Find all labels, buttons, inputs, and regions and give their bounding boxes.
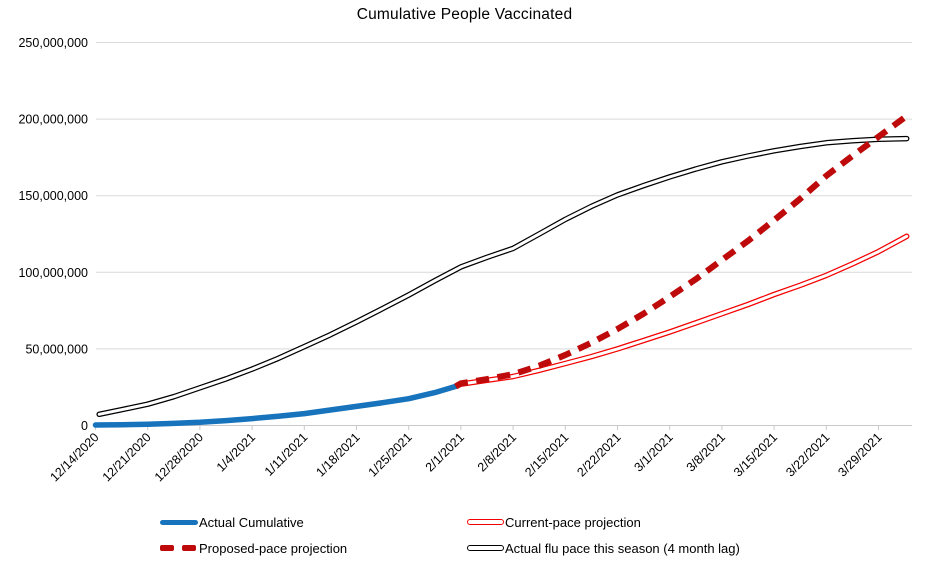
thick-blue-line-icon [160, 519, 198, 525]
x-axis-tick-label: 3/22/2021 [783, 430, 832, 479]
x-axis-tick-label: 2/22/2021 [574, 430, 623, 479]
outlined-black-line-icon [467, 545, 504, 551]
legend-label: Current-pace projection [505, 514, 641, 530]
y-axis-tick-label: 200,000,000 [18, 113, 88, 127]
series-current-pace-projection [452, 233, 910, 390]
x-axis-tick-label: 1/18/2021 [313, 430, 362, 479]
legend-label: Proposed-pace projection [199, 540, 348, 556]
y-axis-tick-label: 100,000,000 [18, 266, 88, 280]
series-current-pace-projection-inner [454, 234, 909, 388]
series-actual-flu-pace-this-season-4-month-lag [96, 135, 910, 418]
x-axis-tick-label: 12/14/2020 [47, 430, 101, 484]
series-actual-cumulative [92, 383, 459, 428]
legend-label: Actual Cumulative [199, 514, 304, 530]
x-axis-tick-label: 3/29/2021 [835, 430, 884, 479]
x-axis-tick-label: 1/4/2021 [214, 430, 258, 474]
y-axis-tick-label: 250,000,000 [18, 36, 88, 50]
legend-item-proposed-pace: Proposed-pace projection [160, 540, 347, 556]
chart-title: Cumulative People Vaccinated [356, 6, 573, 23]
x-axis-tick-label: 2/8/2021 [475, 430, 519, 474]
y-axis-tick-label: 0 [81, 419, 88, 433]
x-axis-tick-label: 12/28/2020 [152, 430, 206, 484]
series-actual-flu-pace-this-season-4-month-lag-inner [97, 137, 909, 416]
x-axis-tick-label: 12/21/2020 [100, 430, 154, 484]
series-proposed-pace-projection [454, 113, 909, 390]
legend-item-actual-cumulative: Actual Cumulative [160, 514, 304, 530]
dashed-darkred-line-icon [160, 545, 198, 551]
legend-item-flu-pace: Actual flu pace this season (4 month lag… [467, 540, 740, 556]
x-axis-tick-label: 1/25/2021 [366, 430, 415, 479]
y-axis-tick-label: 150,000,000 [18, 189, 88, 203]
x-axis-tick-label: 3/15/2021 [731, 430, 780, 479]
legend-label: Actual flu pace this season (4 month lag… [505, 540, 740, 556]
x-axis-tick-label: 3/1/2021 [632, 430, 676, 474]
x-axis-tick-label: 3/8/2021 [684, 430, 728, 474]
x-axis-tick-label: 1/11/2021 [262, 430, 311, 479]
x-axis-tick-label: 2/1/2021 [423, 430, 467, 474]
y-axis-tick-label: 50,000,000 [25, 342, 88, 356]
x-axis-tick-label: 2/15/2021 [522, 430, 571, 479]
legend-item-current-pace: Current-pace projection [467, 514, 641, 530]
outlined-red-line-icon [467, 519, 504, 525]
